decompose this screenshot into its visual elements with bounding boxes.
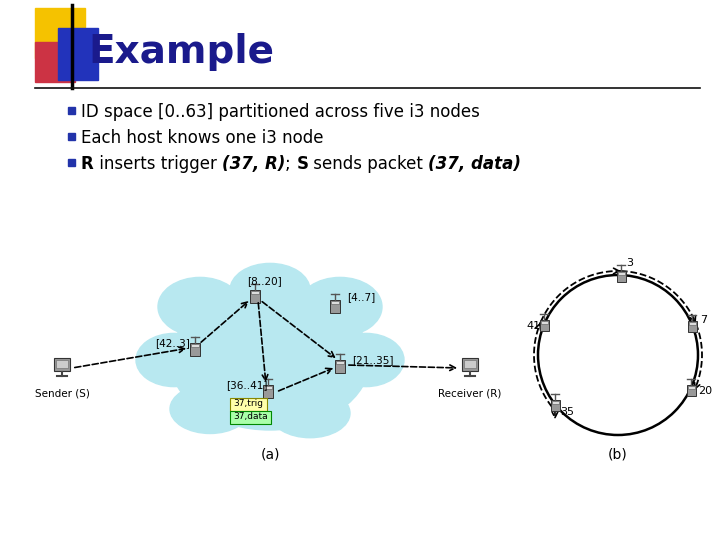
Bar [336,361,344,364]
Ellipse shape [136,333,212,387]
Ellipse shape [170,384,250,434]
Text: ID space [0..63] partitioned across five i3 nodes: ID space [0..63] partitioned across five… [81,103,480,121]
Text: 3: 3 [626,258,633,268]
Text: [4..7]: [4..7] [347,292,375,302]
Text: 35: 35 [560,407,574,417]
Ellipse shape [328,333,404,387]
Ellipse shape [170,290,370,430]
Text: Sender (S): Sender (S) [35,388,89,398]
Bar [35,8,85,58]
Bar [330,300,340,313]
Text: 41: 41 [526,321,541,330]
Bar [250,290,260,303]
Bar [331,301,339,304]
Text: 20: 20 [698,386,713,396]
Bar [617,271,626,282]
Bar [464,360,476,368]
Bar [541,321,549,324]
Text: inserts trigger: inserts trigger [94,155,222,173]
Text: sends packet: sends packet [308,155,428,173]
Text: Example: Example [88,33,274,71]
Text: R: R [81,155,94,173]
Ellipse shape [230,264,310,316]
Bar [688,386,695,389]
Bar [264,386,272,389]
Text: (b): (b) [608,448,628,462]
Text: [36..41]: [36..41] [226,380,268,390]
Bar [688,321,697,332]
Bar [191,344,199,347]
Bar [540,320,549,330]
Text: (a): (a) [260,448,280,462]
Bar [56,360,68,368]
Text: (37, R): (37, R) [222,155,285,173]
Text: (37, data): (37, data) [428,155,521,173]
Text: [8..20]: [8..20] [247,276,282,286]
Text: ;: ; [285,155,296,173]
Text: 37,data: 37,data [233,413,268,422]
Text: Receiver (R): Receiver (R) [438,388,502,398]
Text: [42..3]: [42..3] [155,338,190,348]
Ellipse shape [270,389,350,438]
Bar [58,28,98,80]
Ellipse shape [298,278,382,336]
Text: 7: 7 [700,315,707,325]
Text: 37,trig: 37,trig [233,400,263,408]
Text: [21..35]: [21..35] [352,355,394,365]
Bar [263,385,273,398]
Bar [251,291,259,294]
Bar [689,322,696,325]
Text: S: S [296,155,308,173]
Bar [552,401,559,404]
Bar [35,42,75,82]
FancyBboxPatch shape [230,397,266,410]
Bar [551,400,560,411]
Bar [54,358,70,371]
Bar [686,385,696,396]
Bar [68,133,75,140]
Bar [190,343,200,356]
Bar [68,159,75,166]
Bar [618,272,625,275]
Bar [68,107,75,114]
Bar [335,360,345,373]
FancyBboxPatch shape [230,410,271,423]
Bar [462,358,478,371]
Ellipse shape [158,278,242,336]
Text: Each host knows one i3 node: Each host knows one i3 node [81,129,323,147]
